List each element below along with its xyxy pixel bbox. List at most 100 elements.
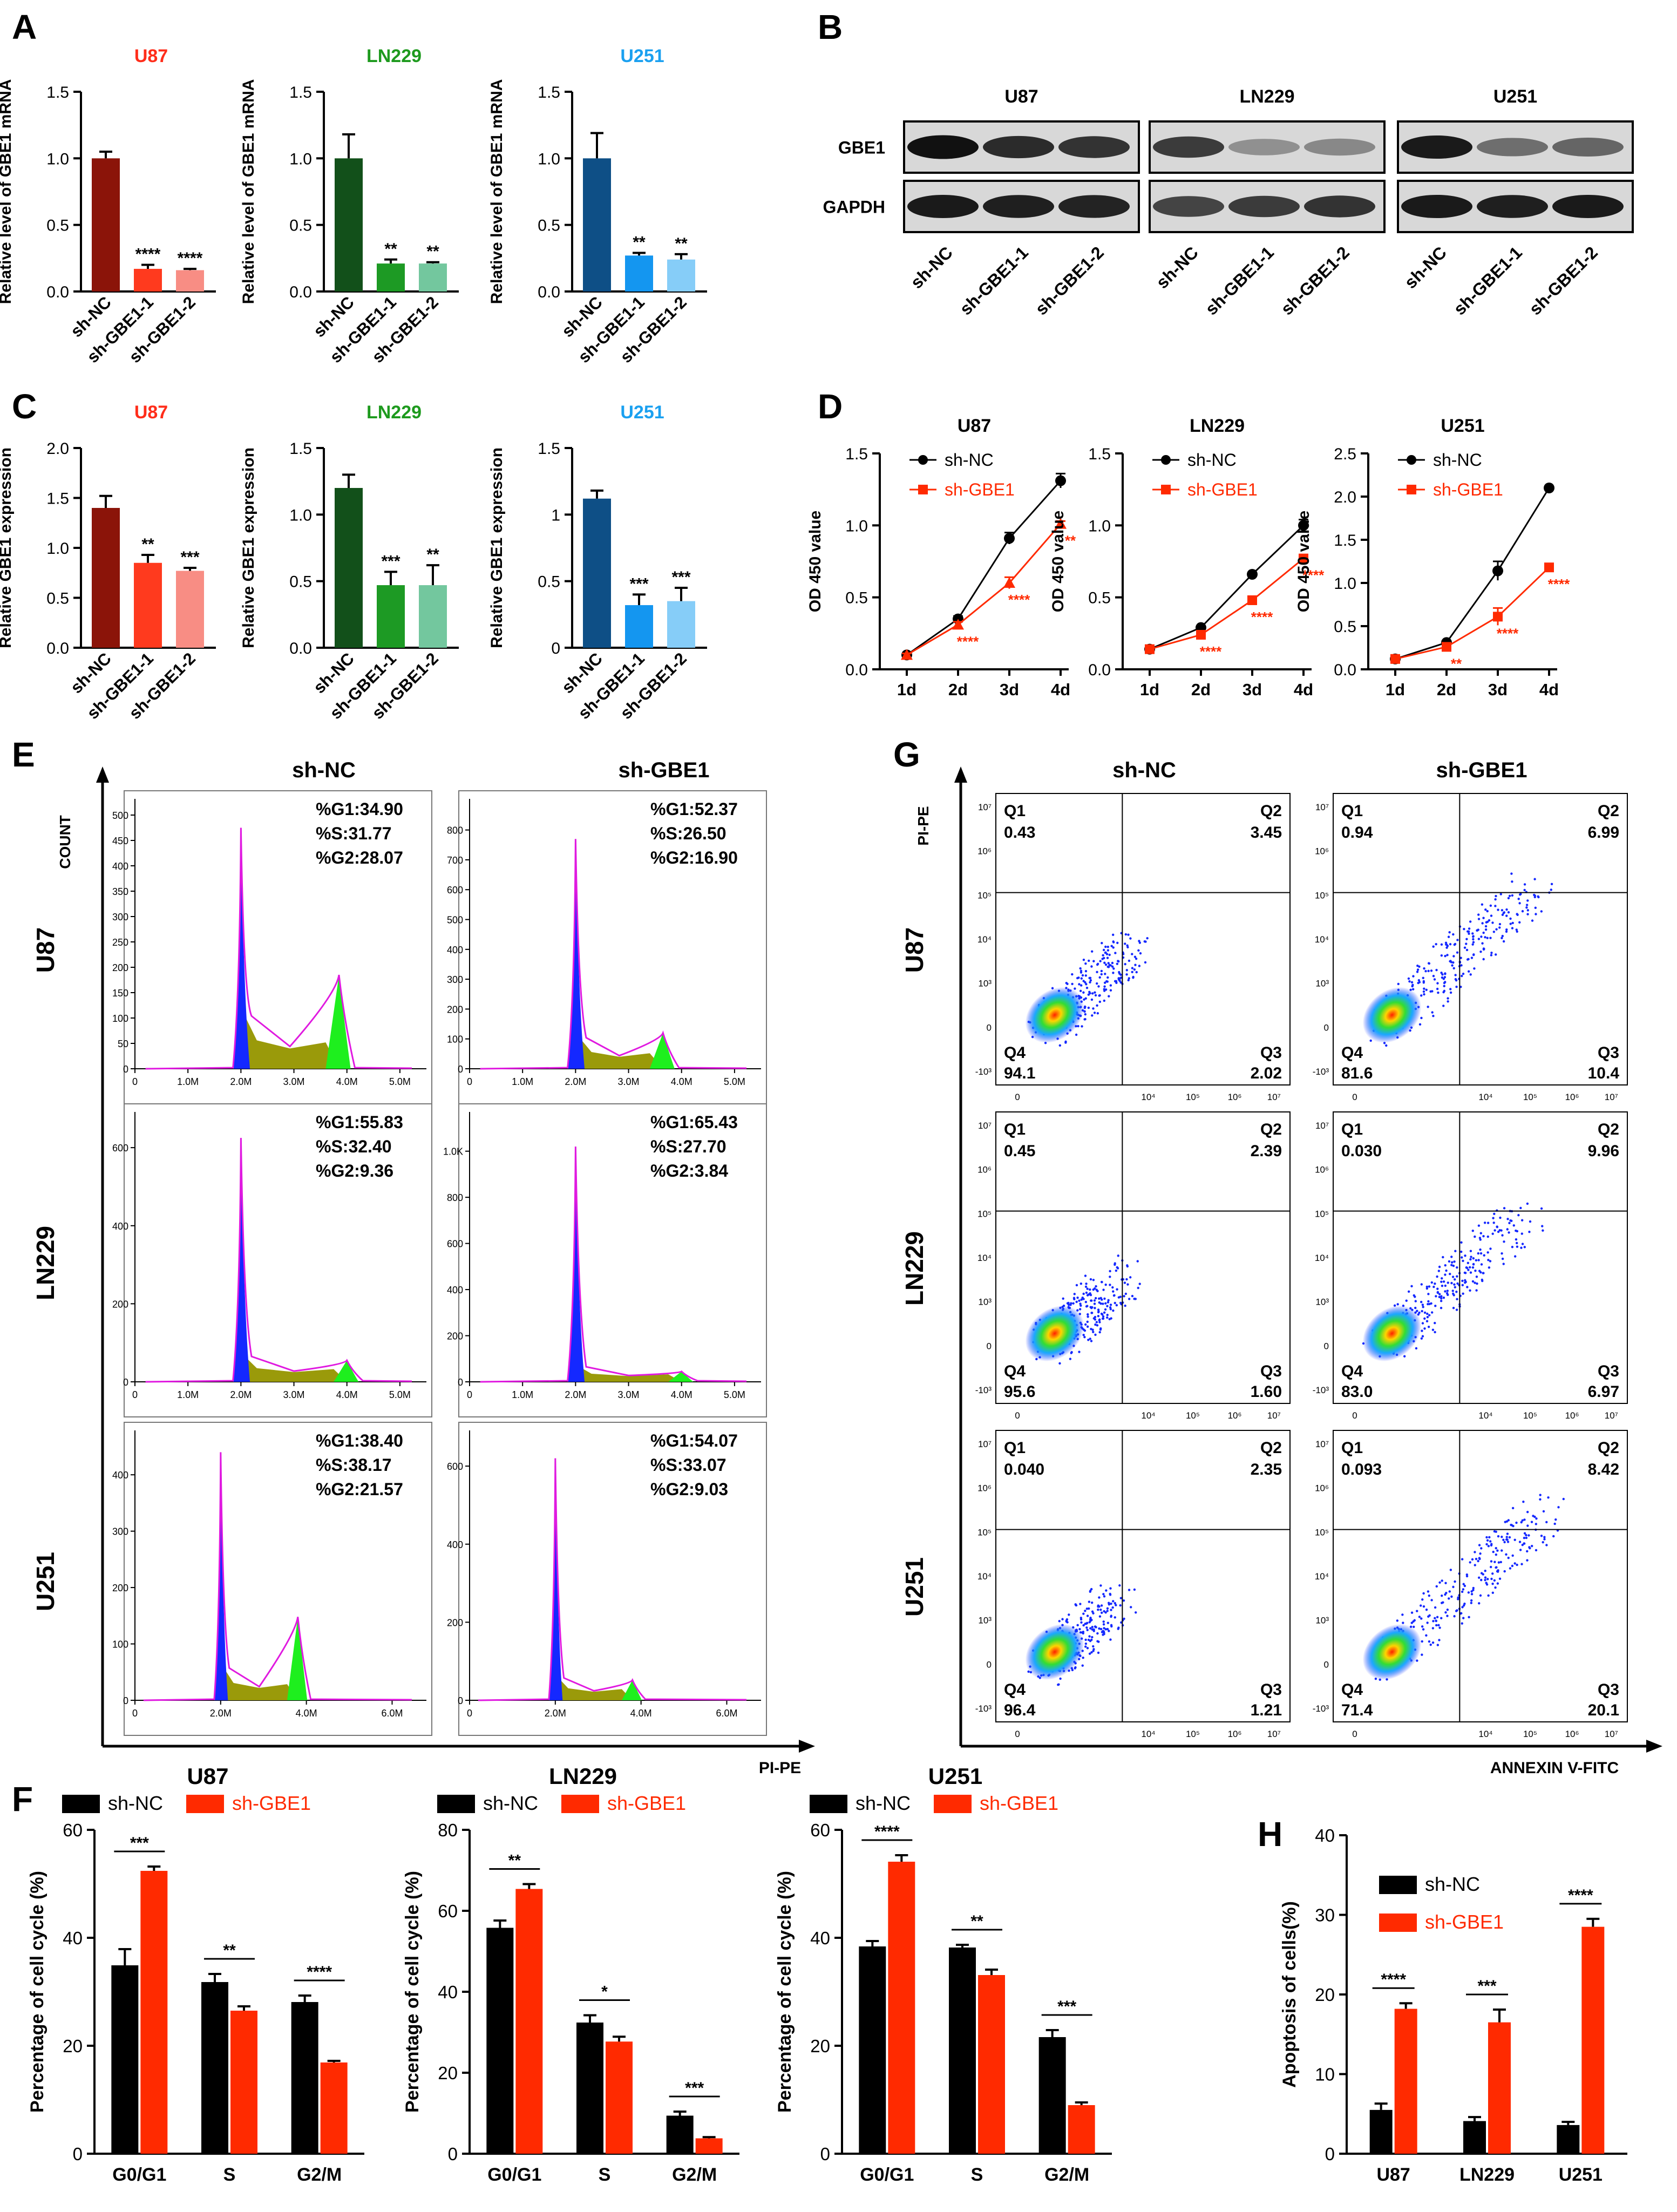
g-plot-5-event bbox=[1494, 1586, 1497, 1589]
a-ln229-title: LN229 bbox=[366, 46, 422, 66]
g-plot-5-event bbox=[1495, 1530, 1497, 1533]
g-plot-0-event bbox=[1058, 1044, 1062, 1047]
e-hist-1-ytick-label: 300 bbox=[447, 974, 463, 985]
g-plot-0-event bbox=[1126, 944, 1129, 947]
g-plot-1-event bbox=[1481, 942, 1484, 945]
g-plot-5-ytick-label: 10⁶ bbox=[1315, 1483, 1329, 1494]
blot-protein-gbe1: GBE1 bbox=[838, 138, 885, 158]
g-plot-3-event bbox=[1463, 1271, 1466, 1274]
g-plot-4-event bbox=[1089, 1617, 1092, 1619]
g-plot-5-event bbox=[1526, 1550, 1529, 1553]
g-plot-2-event bbox=[1082, 1333, 1085, 1336]
g-plot-5-event bbox=[1470, 1602, 1473, 1604]
g-plot-2-event bbox=[1090, 1299, 1092, 1302]
g-plot-5-event bbox=[1520, 1521, 1523, 1524]
g-plot-5-event bbox=[1420, 1617, 1423, 1620]
g-plot-0-event bbox=[1118, 979, 1121, 982]
g-plot-0-event bbox=[1101, 942, 1103, 945]
g-plot-5-event bbox=[1503, 1570, 1506, 1573]
e-hist-3-ytick-label: 600 bbox=[447, 1239, 463, 1250]
g-plot-0-ytick-label: 10⁷ bbox=[978, 802, 992, 812]
g-plot-0-event bbox=[1124, 942, 1126, 945]
c-u87-sig-2: *** bbox=[180, 548, 199, 566]
g-plot-3-event bbox=[1427, 1300, 1430, 1303]
c-u251-bar-0 bbox=[583, 498, 611, 648]
e-hist-5-ytick-label: 200 bbox=[447, 1617, 463, 1628]
g-plot-5-event bbox=[1554, 1518, 1557, 1521]
g-plot-0-event bbox=[1077, 976, 1080, 979]
blot-band bbox=[1153, 196, 1224, 217]
g-plot-1-event bbox=[1466, 930, 1469, 933]
e-hist-0-ytick-label: 50 bbox=[118, 1039, 128, 1049]
g-plot-5-event bbox=[1413, 1625, 1415, 1629]
g-plot-1-event bbox=[1518, 902, 1521, 905]
f-u251-ylabel: Percentage of cell cycle (%) bbox=[775, 1871, 795, 2113]
g-plot-0-event bbox=[1064, 1040, 1067, 1043]
g-plot-1-event bbox=[1452, 933, 1455, 936]
g-plot-5-event bbox=[1428, 1594, 1430, 1597]
g-plot-4-event bbox=[1091, 1636, 1094, 1639]
g-plot-2-event bbox=[1131, 1294, 1134, 1298]
g-plot-3-event bbox=[1438, 1295, 1441, 1299]
g-plot-5-event bbox=[1463, 1602, 1466, 1605]
g-plot-3-event bbox=[1517, 1214, 1520, 1217]
g-plot-4-event bbox=[1084, 1643, 1088, 1645]
g-plot-5-event bbox=[1421, 1640, 1423, 1643]
e-big-y-arrow bbox=[96, 766, 109, 783]
d-u87-nc-point bbox=[1055, 475, 1066, 486]
g-plot-0-event bbox=[1099, 960, 1102, 962]
a-u87-sig-2: **** bbox=[178, 249, 203, 267]
c-u87-bar-0 bbox=[92, 508, 120, 648]
g-plot-3-event bbox=[1475, 1259, 1478, 1261]
d-ln229-sig-3: **** bbox=[1302, 567, 1325, 583]
d-ln229-sh-point bbox=[1196, 630, 1206, 640]
g-plot-1-event bbox=[1411, 985, 1414, 988]
g-plot-3-event bbox=[1479, 1232, 1482, 1234]
g-plot-1-event bbox=[1436, 982, 1439, 985]
g-plot-2-q4-val: 95.6 bbox=[1004, 1383, 1035, 1401]
d-u87-ytick-label: 1.0 bbox=[845, 517, 868, 535]
e-hist-2-ytick-label: 400 bbox=[112, 1221, 128, 1232]
a-ln229-sig-2: ** bbox=[426, 243, 439, 261]
g-plot-3-event bbox=[1481, 1279, 1484, 1283]
g-plot-1-event bbox=[1485, 921, 1488, 924]
g-plot-2-event bbox=[1094, 1307, 1096, 1309]
g-plot-0-event bbox=[1125, 969, 1128, 972]
g-plot-2-event bbox=[1075, 1284, 1078, 1287]
f-u251-title: U251 bbox=[928, 1763, 982, 1789]
g-plot-1-event bbox=[1508, 894, 1511, 898]
f-ln229-sig-2: *** bbox=[685, 2079, 704, 2097]
g-plot-4-event bbox=[1119, 1604, 1122, 1607]
g-plot-5-event bbox=[1448, 1590, 1451, 1593]
g-col-sh-nc: sh-NC bbox=[1112, 758, 1176, 782]
g-plot-0-event bbox=[1116, 962, 1119, 965]
g-plot-1-event bbox=[1432, 974, 1435, 978]
g-plot-3-event bbox=[1440, 1295, 1443, 1298]
g-plot-1-event bbox=[1423, 987, 1425, 990]
g-plot-0-q2: Q2 bbox=[1260, 802, 1282, 820]
g-plot-4-event bbox=[1088, 1652, 1091, 1655]
g-plot-3-event bbox=[1435, 1295, 1437, 1298]
e-hist-3-ytick-label: 1.0K bbox=[443, 1146, 463, 1157]
g-plot-5-q1: Q1 bbox=[1341, 1439, 1363, 1457]
g-plot-5-event bbox=[1453, 1615, 1456, 1618]
c-u87-ytick-label: 0.5 bbox=[46, 590, 69, 608]
f-ln229-category-0: G0/G1 bbox=[487, 2164, 541, 2185]
g-plot-4-event bbox=[1105, 1589, 1108, 1592]
g-plot-3-event bbox=[1440, 1299, 1443, 1302]
g-plot-2-event bbox=[1117, 1254, 1119, 1257]
g-plot-3-event bbox=[1446, 1290, 1449, 1292]
d-u87-legend-sh-marker bbox=[918, 485, 928, 494]
g-plot-4-event bbox=[1110, 1614, 1112, 1617]
c-u87-ytick-label: 2.0 bbox=[46, 440, 69, 458]
g-plot-5-event bbox=[1474, 1564, 1476, 1566]
g-plot-4-event bbox=[1061, 1618, 1064, 1620]
g-plot-1-event bbox=[1534, 906, 1537, 910]
g-plot-2-event bbox=[1085, 1283, 1088, 1285]
f-ln229-legend-sh-swatch bbox=[561, 1795, 599, 1813]
g-plot-2-event bbox=[1069, 1304, 1072, 1306]
f-u87-category-2: G2/M bbox=[297, 2164, 342, 2185]
d-u251-xtick-label: 3d bbox=[1488, 680, 1508, 699]
